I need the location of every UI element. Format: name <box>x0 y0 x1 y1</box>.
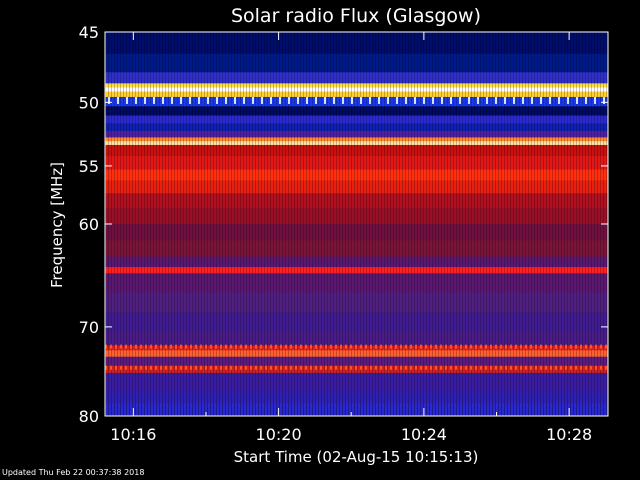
y-axis: 45 50 55 60 70 80 <box>79 23 608 426</box>
y-tick-label: 45 <box>79 23 99 42</box>
spectrogram-overlay <box>105 32 608 416</box>
chart-title: Solar radio Flux (Glasgow) <box>231 5 481 27</box>
low-band-texture <box>105 403 608 416</box>
x-tick-label: 10:20 <box>256 425 302 444</box>
x-axis: 10:16 10:20 10:24 10:28 <box>110 32 592 444</box>
y-tick-label: 70 <box>79 318 99 337</box>
interference-ticks <box>105 344 608 349</box>
y-tick-label: 80 <box>79 407 99 426</box>
x-tick-label: 10:16 <box>110 425 156 444</box>
y-axis-label: Frequency [MHz] <box>48 162 66 288</box>
x-axis-label: Start Time (02-Aug-15 10:15:13) <box>234 448 479 466</box>
x-tick-label: 10:28 <box>546 425 592 444</box>
interference-ticks <box>105 365 608 370</box>
x-tick-label: 10:24 <box>401 425 447 444</box>
y-tick-label: 55 <box>79 157 99 176</box>
y-tick-label: 60 <box>79 215 99 234</box>
y-tick-label: 50 <box>79 93 99 112</box>
time-stripe-texture <box>105 32 608 416</box>
interference-ticks <box>105 96 608 104</box>
updated-timestamp: Updated Thu Feb 22 00:37:38 2018 <box>2 468 145 477</box>
